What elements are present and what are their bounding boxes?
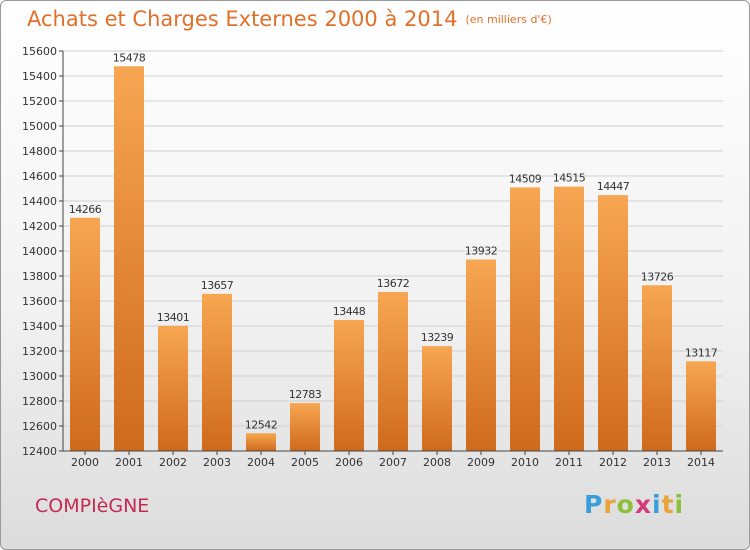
x-tick-label: 2005 [291,456,319,469]
y-tick-label: 13400 [22,320,57,333]
value-label: 12783 [289,388,322,401]
bar [334,320,364,451]
value-labels: 14266 15478 13401 13657 12542 12783 13448 13672… [69,51,718,431]
y-tick-label: 15400 [22,70,57,83]
logo-letter: o [616,490,635,519]
bar [466,259,496,451]
value-label: 13726 [641,270,674,283]
value-label: 12542 [245,418,278,431]
chart-title-block: Achats et Charges Externes 2000 à 2014 (e… [27,7,552,31]
logo-letter: r [603,490,617,519]
y-tick-label: 14600 [22,170,57,183]
bar [598,195,628,451]
chart-unit-note: (en milliers d'€) [465,13,552,26]
logo-letter: i [652,490,662,519]
value-label: 14509 [509,172,542,185]
x-tick-label: 2001 [115,456,143,469]
bar [290,403,320,451]
x-tick-label: 2002 [159,456,187,469]
x-tick-label: 2000 [71,456,99,469]
y-tick-label: 12600 [22,420,57,433]
bars [70,66,716,451]
y-tick-label: 13600 [22,295,57,308]
bar [246,433,276,451]
logo-letter: i [674,490,685,519]
y-tick-label: 13200 [22,345,57,358]
y-tick-label: 15000 [22,120,57,133]
value-label: 13448 [333,305,366,318]
value-label: 14266 [69,203,102,216]
y-tick-label: 14200 [22,220,57,233]
logo-letter: x [634,490,652,519]
value-label: 13401 [157,311,190,324]
x-tick-label: 2010 [511,456,539,469]
y-tick-label: 12800 [22,395,57,408]
bar [642,285,672,451]
bar [158,325,188,451]
x-tick-label: 2013 [643,456,671,469]
x-tick-label: 2004 [247,456,275,469]
y-tick-label: 14000 [22,245,57,258]
chart-title: Achats et Charges Externes 2000 à 2014 [27,7,458,31]
x-tick-label: 2014 [687,456,715,469]
logo-letter: t [661,490,675,519]
x-tick-label: 2007 [379,456,407,469]
value-label: 14515 [553,172,586,185]
bar [70,217,100,451]
bar [422,346,452,451]
bar [202,293,232,451]
y-tick-label: 15200 [22,95,57,108]
x-tick-label: 2003 [203,456,231,469]
value-label: 14447 [597,180,630,193]
value-label: 13239 [421,331,454,344]
y-tick-label: 13000 [22,370,57,383]
axes: 12400 12600 12800 13000 13200 13400 13600 13800… [22,45,723,469]
proxiti-logo[interactable]: Proxiti [584,490,684,519]
x-tick-label: 2006 [335,456,363,469]
x-tick-label: 2012 [599,456,627,469]
y-tick-label: 14400 [22,195,57,208]
value-label: 13117 [685,346,718,359]
x-tick-label: 2009 [467,456,495,469]
bar [378,292,408,451]
bar [114,66,144,451]
logo-letter: P [584,490,604,519]
bar [510,187,540,451]
y-tick-label: 15600 [22,45,57,58]
bar [686,361,716,451]
value-label: 15478 [113,51,146,64]
bar [554,186,584,451]
x-tick-label: 2008 [423,456,451,469]
x-tick-label: 2011 [555,456,583,469]
value-label: 13672 [377,277,410,290]
city-name: COMPIèGNE [35,495,150,517]
y-tick-label: 12400 [22,445,57,458]
value-label: 13657 [201,279,234,292]
y-tick-label: 14800 [22,145,57,158]
value-label: 13932 [465,245,498,258]
y-tick-label: 13800 [22,270,57,283]
